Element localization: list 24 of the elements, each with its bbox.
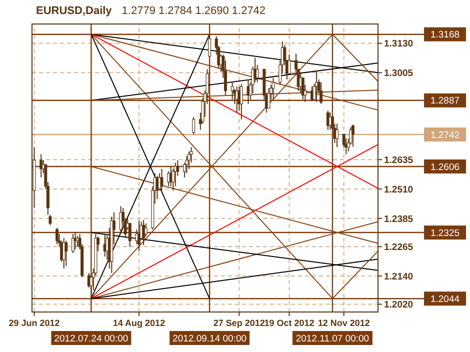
x-tick-label: 29 Jun 2012	[8, 318, 60, 328]
y-tick-label: 1.2020	[384, 300, 414, 311]
x-tick-label: 14 Aug 2012	[112, 318, 166, 328]
ref-line-label: 1.2742	[430, 130, 460, 141]
y-tick-label: 1.2265	[384, 242, 414, 253]
x-tick-label: 27 Sep 2012	[213, 318, 265, 328]
y-tick-label: 1.2635	[384, 154, 414, 166]
chart-title: EURUSD,Daily	[36, 5, 113, 17]
ref-line-label: 2012.09.14 00:00	[172, 333, 247, 344]
ref-line-label: 1.3168	[430, 30, 460, 41]
x-tick-label: 19 Oct 2012	[264, 318, 314, 328]
x-tick-label: 12 Nov 2012	[318, 318, 370, 328]
ref-line-label: 2012.11.07 00:00	[296, 333, 370, 344]
y-tick-label: 1.2140	[384, 271, 414, 282]
y-tick-label: 1.3005	[384, 68, 414, 79]
chart-subtitle: 1.2779 1.2784 1.2690 1.2742	[122, 5, 266, 17]
ref-line-label: 1.2606	[430, 162, 460, 173]
y-tick-label: 1.2385	[384, 214, 414, 225]
y-tick-label: 1.2510	[384, 184, 414, 196]
ref-line-label: 2012.07.24 00:00	[54, 333, 128, 344]
ref-line-label: 1.2887	[430, 96, 460, 107]
y-tick-label: 1.3130	[384, 38, 414, 50]
ref-line-label: 1.2325	[430, 228, 460, 239]
ref-line-label: 1.2044	[430, 294, 460, 305]
